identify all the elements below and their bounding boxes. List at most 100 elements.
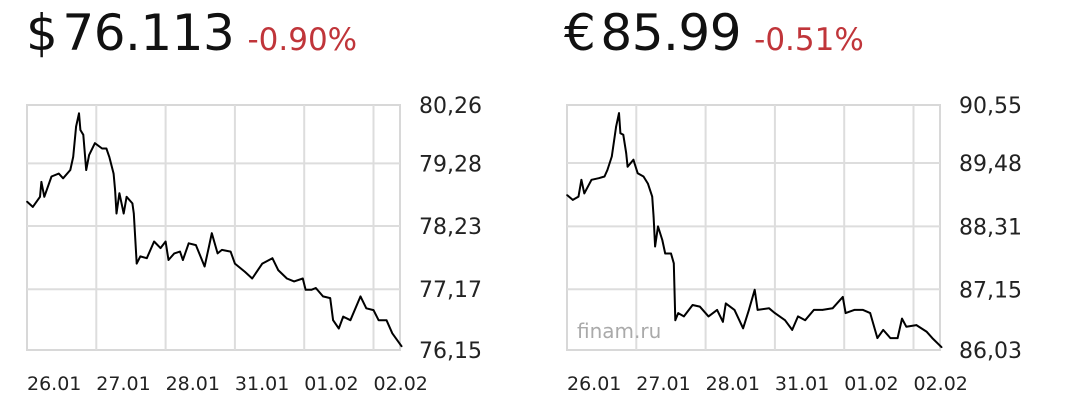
data-point (302, 277, 304, 280)
data-point (244, 271, 246, 273)
data-point (179, 250, 181, 253)
y-tick-label: 78,23 (419, 215, 482, 240)
data-point (372, 309, 375, 311)
data-point (768, 307, 770, 310)
data-point (234, 262, 236, 265)
x-tick-label: 31.01 (775, 373, 829, 395)
data-point (869, 312, 871, 314)
data-point (135, 262, 138, 265)
data-point (642, 175, 645, 178)
data-point (75, 125, 77, 128)
y-tick-label: 89,48 (959, 152, 1022, 177)
data-point (842, 296, 844, 298)
data-point (615, 125, 617, 128)
x-tick-label: 01.02 (844, 373, 898, 395)
data-point (901, 317, 903, 320)
data-point (652, 215, 655, 218)
y-tick-label: 86,03 (959, 339, 1022, 364)
data-point (661, 239, 664, 241)
data-point (385, 319, 388, 322)
data-point (229, 250, 232, 253)
data-point (742, 327, 744, 330)
data-point (674, 319, 677, 322)
data-point (332, 319, 334, 322)
x-tick-label: 28.01 (166, 373, 220, 395)
data-point (173, 252, 176, 255)
data-point (813, 309, 815, 311)
data-point (733, 309, 736, 311)
data-point (108, 156, 111, 158)
x-tick-label: 28.01 (706, 373, 760, 395)
x-tick-label: 02.02 (914, 373, 968, 395)
data-point (211, 232, 213, 234)
data-point (889, 337, 892, 339)
data-point (78, 112, 80, 115)
data-point (26, 200, 28, 203)
y-tick-label: 79,28 (419, 152, 482, 177)
data-point (62, 177, 64, 180)
data-point (85, 169, 87, 171)
y-tick-label: 80,26 (419, 94, 482, 119)
data-point (598, 177, 600, 179)
data-point (804, 319, 806, 322)
data-point (391, 332, 394, 335)
data-point (377, 319, 380, 322)
data-point (784, 319, 786, 322)
data-point (625, 152, 627, 154)
data-point (146, 257, 148, 260)
data-point (636, 172, 639, 175)
data-point (338, 327, 340, 330)
data-point (722, 321, 724, 323)
data-point (797, 315, 799, 318)
data-point (79, 129, 82, 131)
data-point (748, 309, 750, 311)
data-point (876, 337, 879, 339)
data-point (632, 158, 635, 161)
data-point (304, 289, 307, 291)
data-point (572, 199, 574, 201)
data-point (925, 330, 928, 333)
eur-quote: € 85.99 -0.51% (564, 4, 864, 62)
data-point (271, 257, 274, 260)
data-point (216, 252, 219, 255)
data-point (115, 212, 118, 215)
data-point (359, 295, 362, 298)
x-tick-label: 27.01 (636, 373, 690, 395)
data-point (58, 172, 60, 175)
data-point (94, 142, 96, 144)
data-point (293, 280, 295, 283)
data-point (622, 134, 625, 136)
data-point (853, 309, 856, 311)
data-point (82, 134, 85, 136)
data-point (651, 195, 653, 198)
data-point (72, 156, 74, 158)
data-point (88, 154, 90, 156)
x-tick-label: 01.02 (304, 373, 358, 395)
data-point (626, 166, 629, 168)
data-point (329, 297, 332, 299)
data-point (677, 312, 679, 314)
data-point (583, 192, 586, 195)
data-point (277, 269, 280, 271)
data-point (707, 315, 710, 318)
data-point (905, 325, 908, 328)
data-point (32, 206, 34, 208)
data-point (101, 147, 103, 150)
data-point (791, 329, 793, 331)
data-point (619, 132, 622, 134)
data-point (69, 169, 72, 171)
data-point (670, 252, 672, 255)
data-point (43, 196, 46, 198)
x-tick-label: 31.01 (235, 373, 289, 395)
price-line (566, 112, 943, 349)
data-point (896, 337, 899, 339)
data-point (821, 309, 824, 311)
data-point (221, 249, 223, 251)
y-tick-label: 87,15 (959, 278, 1022, 303)
data-point (831, 307, 834, 310)
data-point (112, 172, 115, 175)
x-tick-label: 26.01 (567, 373, 621, 395)
data-point (208, 246, 210, 248)
data-point (606, 169, 609, 171)
